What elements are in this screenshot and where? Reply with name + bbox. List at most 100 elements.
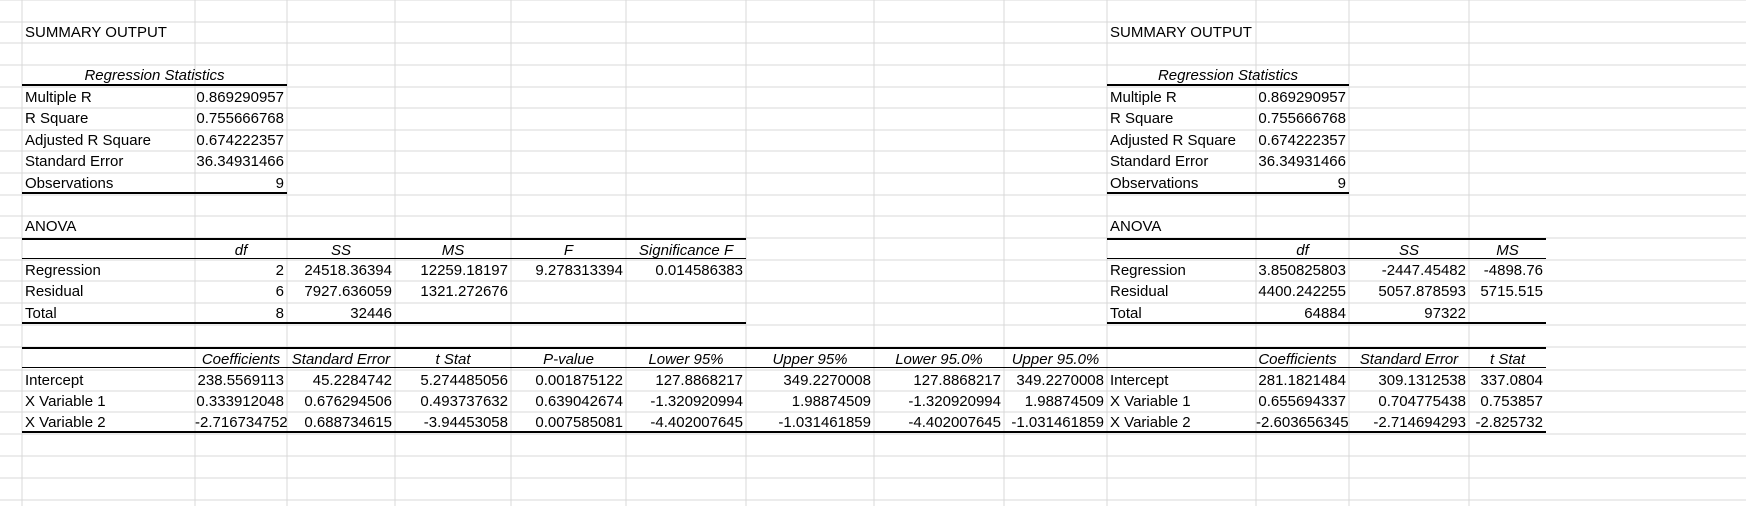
left-coef-cell[interactable]: 1.98874509 (1024, 393, 1104, 410)
left-anova-header[interactable]: MS (395, 238, 511, 259)
right-coef-cell[interactable]: 281.1821484 (1258, 372, 1346, 389)
right-stat-label[interactable]: Multiple R (1110, 89, 1177, 106)
right-coef-cell[interactable]: 0.753857 (1480, 393, 1543, 410)
left-coef-cell[interactable]: -4.402007645 (626, 412, 746, 433)
left-anova-header[interactable]: Significance F (626, 238, 746, 259)
left-anova-cell[interactable]: 12259.18197 (420, 262, 508, 279)
left-anova-cell[interactable]: 0.014586383 (655, 262, 743, 279)
left-coef-row-label[interactable]: X Variable 2 (22, 412, 195, 433)
right-stat-value[interactable]: 0.869290957 (1258, 89, 1346, 106)
left-anova-title[interactable]: ANOVA (25, 218, 77, 235)
left-coef-header[interactable]: Upper 95% (746, 347, 874, 368)
left-anova-row-label[interactable]: Regression (25, 262, 101, 279)
left-coef-cell[interactable]: 0.688734615 (287, 412, 395, 433)
right-coef-cell[interactable]: -2.714694293 (1349, 412, 1469, 433)
right-anova-row-label[interactable]: Regression (1110, 262, 1186, 279)
right-anova-header[interactable]: df (1256, 238, 1349, 259)
right-coef-cell[interactable]: -2.603656345 (1256, 414, 1349, 433)
left-anova-cell[interactable] (511, 303, 626, 324)
right-coef-header[interactable]: t Stat (1469, 347, 1546, 368)
left-coef-cell[interactable]: 127.8868217 (913, 372, 1001, 389)
right-coef-row-label[interactable]: Intercept (1110, 372, 1169, 389)
left-coef-cell[interactable]: -1.320920994 (650, 393, 743, 410)
left-coef-cell[interactable]: 0.007585081 (511, 412, 626, 433)
left-anova-header[interactable]: df (195, 238, 287, 259)
right-anova-row-label[interactable]: Residual (1110, 283, 1169, 300)
right-anova-title[interactable]: ANOVA (1110, 218, 1162, 235)
left-coef-header[interactable]: Upper 95.0% (1004, 347, 1107, 368)
left-coef-cell[interactable]: -1.031461859 (746, 412, 874, 433)
right-stat-label[interactable]: Standard Error (1110, 153, 1209, 170)
left-coef-cell[interactable]: 0.333912048 (196, 393, 284, 410)
right-coef-header[interactable]: Coefficients (1246, 347, 1349, 368)
left-stat-label[interactable]: R Square (25, 110, 89, 127)
right-anova-header[interactable]: SS (1349, 238, 1469, 259)
right-anova-cell[interactable]: 5715.515 (1480, 283, 1543, 300)
right-coef-row-label[interactable]: X Variable 2 (1107, 412, 1256, 433)
right-stat-value[interactable]: 36.34931466 (1258, 153, 1346, 170)
right-stat-label[interactable]: Observations (1107, 173, 1256, 194)
right-anova-cell[interactable]: -4898.76 (1483, 262, 1543, 279)
left-anova-cell[interactable] (626, 303, 746, 324)
right-stat-label[interactable]: R Square (1110, 110, 1174, 127)
left-stat-label[interactable]: Multiple R (25, 89, 92, 106)
right-coef-cell[interactable]: 0.655694337 (1258, 393, 1346, 410)
right-summary-title[interactable]: SUMMARY OUTPUT (1110, 24, 1252, 41)
left-anova-row-label[interactable]: Total (22, 303, 195, 324)
left-coef-row-label[interactable]: Intercept (25, 372, 84, 389)
left-stat-label[interactable]: Adjusted R Square (25, 132, 151, 149)
left-anova-cell[interactable] (395, 303, 511, 324)
left-coef-cell[interactable]: -1.031461859 (1004, 412, 1107, 433)
left-coef-header[interactable]: t Stat (395, 347, 511, 368)
right-stat-value[interactable]: 9 (1256, 173, 1349, 194)
right-anova-cell[interactable]: 3.850825803 (1258, 262, 1346, 279)
left-coef-cell[interactable]: 0.493737632 (420, 393, 508, 410)
left-anova-cell[interactable]: 7927.636059 (304, 283, 392, 300)
left-stat-value[interactable]: 0.755666768 (196, 110, 284, 127)
right-anova-cell[interactable]: 97322 (1349, 303, 1469, 324)
left-coef-cell[interactable]: 238.5569113 (197, 372, 284, 389)
right-coef-row-label[interactable]: X Variable 1 (1110, 393, 1191, 410)
left-coef-cell[interactable]: 0.001875122 (535, 372, 623, 389)
left-stat-value[interactable]: 0.869290957 (196, 89, 284, 106)
left-anova-cell[interactable]: 24518.36394 (304, 262, 392, 279)
left-coef-cell[interactable]: -2.716734752 (195, 414, 288, 433)
right-stat-value[interactable]: 0.674222357 (1258, 132, 1346, 149)
left-stat-value[interactable]: 9 (195, 173, 287, 194)
right-coef-cell[interactable]: 309.1312538 (1378, 372, 1466, 389)
right-anova-cell[interactable]: 64884 (1256, 303, 1349, 324)
left-coef-cell[interactable]: 45.2284742 (312, 372, 392, 389)
left-anova-cell[interactable]: 6 (275, 283, 284, 300)
left-coef-cell[interactable]: -1.320920994 (908, 393, 1001, 410)
right-stat-label[interactable]: Adjusted R Square (1110, 132, 1236, 149)
left-anova-header-blank[interactable] (22, 238, 195, 259)
left-coef-header[interactable]: Coefficients (195, 347, 287, 368)
right-anova-cell[interactable]: 4400.242255 (1258, 283, 1346, 300)
left-coef-row-label[interactable]: X Variable 1 (25, 393, 106, 410)
left-stat-value[interactable]: 0.674222357 (196, 132, 284, 149)
left-coef-cell[interactable]: -4.402007645 (874, 412, 1004, 433)
left-regression-statistics-header[interactable]: Regression Statistics (22, 65, 287, 86)
right-anova-header-blank[interactable] (1107, 238, 1256, 259)
left-anova-cell[interactable]: 8 (195, 303, 287, 324)
left-coef-cell[interactable]: 0.676294506 (304, 393, 392, 410)
left-stat-label[interactable]: Standard Error (25, 153, 124, 170)
right-anova-cell[interactable]: -2447.45482 (1381, 262, 1466, 279)
left-anova-cell[interactable]: 9.278313394 (535, 262, 623, 279)
left-coef-cell[interactable]: 349.2270008 (1016, 372, 1104, 389)
right-stat-value[interactable]: 0.755666768 (1258, 110, 1346, 127)
left-coef-header[interactable]: Lower 95% (626, 347, 746, 368)
right-coef-cell[interactable]: -2.825732 (1469, 412, 1546, 433)
left-coef-cell[interactable]: 127.8868217 (655, 372, 743, 389)
left-coef-cell[interactable]: -3.94453058 (395, 412, 511, 433)
right-anova-cell[interactable]: 5057.878593 (1378, 283, 1466, 300)
left-anova-cell[interactable]: 1321.272676 (420, 283, 508, 300)
left-stat-value[interactable]: 36.34931466 (196, 153, 284, 170)
left-coef-cell[interactable]: 1.98874509 (791, 393, 871, 410)
left-summary-title[interactable]: SUMMARY OUTPUT (25, 24, 167, 41)
left-coef-header[interactable]: Lower 95.0% (874, 347, 1004, 368)
left-coef-cell[interactable]: 5.274485056 (420, 372, 508, 389)
right-coef-cell[interactable]: 0.704775438 (1378, 393, 1466, 410)
left-coef-cell[interactable]: 349.2270008 (783, 372, 871, 389)
left-anova-cell[interactable]: 32446 (287, 303, 395, 324)
